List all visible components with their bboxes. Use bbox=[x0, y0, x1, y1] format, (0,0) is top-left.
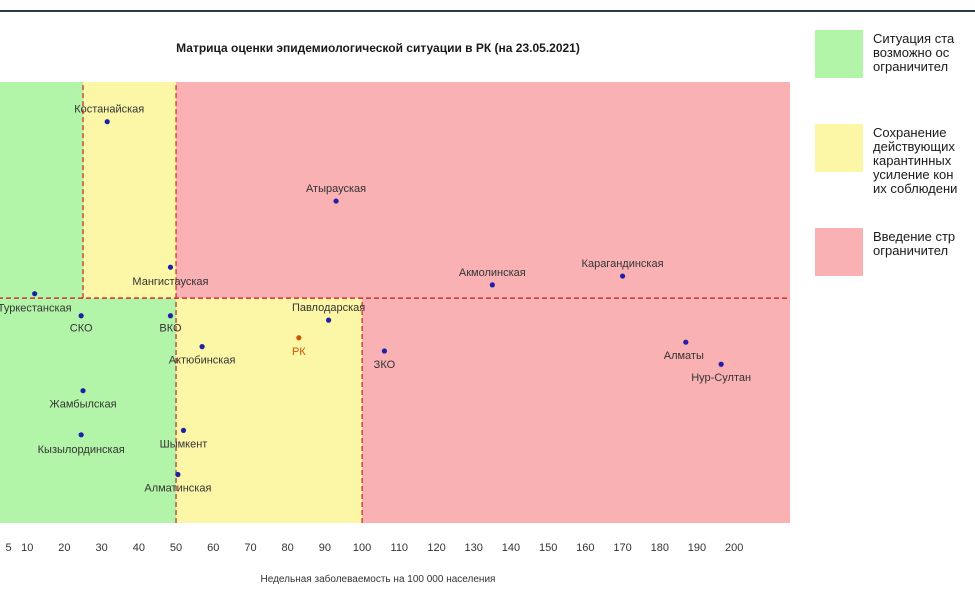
x-tick-label-10: 100 bbox=[353, 542, 371, 554]
point-label-4: Мангистауская bbox=[132, 276, 208, 288]
zone-1 bbox=[83, 82, 177, 299]
legend-swatch-0 bbox=[815, 30, 863, 78]
zone-3 bbox=[0, 298, 177, 523]
x-tick-label-13: 130 bbox=[465, 542, 483, 554]
zones-layer bbox=[0, 82, 790, 523]
point-label-10: Актюбинская bbox=[169, 355, 236, 367]
point-label-11: ЗКО bbox=[374, 359, 396, 371]
point-marker-11 bbox=[381, 348, 388, 354]
point-marker-6 bbox=[78, 313, 84, 319]
zone-4 bbox=[176, 298, 363, 523]
chart-title: Матрица оценки эпидемиологической ситуац… bbox=[176, 41, 580, 55]
x-axis: 5 10 20 30 40 50 60 70 80 90 100 110 120 130 140 150 160… bbox=[6, 542, 744, 554]
point-label-0: Костанайская bbox=[74, 104, 144, 116]
point-marker-1 bbox=[333, 198, 339, 204]
points-layer: Костанайская Атырауская Карагандинская Акмо… bbox=[0, 104, 751, 495]
dividers-layer bbox=[0, 82, 790, 523]
x-tick-label-1: 10 bbox=[21, 542, 33, 554]
point-label-14: Жамбылская bbox=[49, 399, 116, 411]
zone-5 bbox=[362, 298, 790, 523]
point-marker-9 bbox=[296, 335, 302, 341]
point-marker-15 bbox=[78, 432, 84, 438]
epidemic-matrix-chart: Матрица оценки эпидемиологической ситуац… bbox=[0, 41, 790, 585]
point-marker-10 bbox=[199, 344, 205, 350]
x-tick-label-4: 40 bbox=[133, 542, 145, 554]
point-label-5: Туркестанская bbox=[0, 303, 72, 315]
point-label-1: Атырауская bbox=[306, 183, 366, 195]
legend-text-1: Сохранение действующих карантинных усиле… bbox=[873, 126, 958, 196]
x-tick-label-16: 160 bbox=[576, 542, 594, 554]
point-marker-17 bbox=[175, 471, 181, 478]
x-tick-label-0: 5 bbox=[6, 542, 12, 554]
x-tick-label-15: 150 bbox=[539, 542, 557, 554]
zone-0 bbox=[0, 82, 84, 299]
point-label-16: Шымкент bbox=[160, 438, 208, 450]
point-label-9: РК bbox=[292, 346, 306, 358]
point-label-15: Кызылординская bbox=[38, 444, 125, 456]
point-marker-8 bbox=[326, 317, 332, 323]
point-marker-4 bbox=[167, 264, 174, 270]
x-tick-label-14: 140 bbox=[502, 542, 520, 554]
point-marker-12 bbox=[683, 339, 689, 345]
point-marker-0 bbox=[104, 119, 110, 125]
x-tick-label-18: 180 bbox=[651, 542, 669, 554]
point-marker-13 bbox=[718, 361, 724, 367]
x-tick-label-8: 80 bbox=[282, 542, 294, 554]
point-label-13: Нур-Султан bbox=[691, 372, 751, 384]
point-marker-5 bbox=[32, 291, 38, 297]
zone-2 bbox=[176, 82, 790, 299]
point-label-3: Акмолинская bbox=[459, 267, 526, 279]
x-tick-label-5: 50 bbox=[170, 542, 182, 554]
legend-text-0: Ситуация ста возможно ос ограничител bbox=[873, 32, 955, 74]
point-marker-3 bbox=[489, 282, 495, 288]
x-tick-label-19: 190 bbox=[688, 542, 706, 554]
legend-swatch-1 bbox=[815, 124, 863, 172]
x-tick-label-9: 90 bbox=[319, 542, 331, 554]
legend-text-2: Введение стр ограничител bbox=[873, 230, 956, 258]
legend-swatch-2 bbox=[815, 228, 863, 276]
x-tick-label-6: 60 bbox=[207, 542, 219, 554]
point-label-8: Павлодарская bbox=[292, 302, 365, 314]
x-tick-label-20: 200 bbox=[725, 542, 743, 554]
point-marker-2 bbox=[619, 273, 626, 279]
x-tick-label-17: 170 bbox=[613, 542, 631, 554]
point-label-12: Алматы bbox=[664, 350, 704, 362]
x-tick-label-11: 110 bbox=[391, 542, 409, 554]
point-label-6: СКО bbox=[70, 323, 93, 335]
x-axis-label: Недельная заболеваемость на 100 000 насе… bbox=[261, 573, 496, 585]
point-label-7: ВКО bbox=[159, 323, 182, 335]
x-tick-label-12: 120 bbox=[427, 542, 445, 554]
point-marker-14 bbox=[80, 388, 86, 394]
point-marker-7 bbox=[167, 313, 174, 319]
window-top-border bbox=[0, 0, 975, 12]
point-label-2: Карагандинская bbox=[582, 258, 664, 270]
point-label-17: Алматинская bbox=[144, 482, 211, 494]
x-tick-label-7: 70 bbox=[244, 542, 256, 554]
x-tick-label-2: 20 bbox=[58, 542, 70, 554]
point-marker-16 bbox=[180, 427, 187, 433]
x-tick-label-3: 30 bbox=[96, 542, 108, 554]
